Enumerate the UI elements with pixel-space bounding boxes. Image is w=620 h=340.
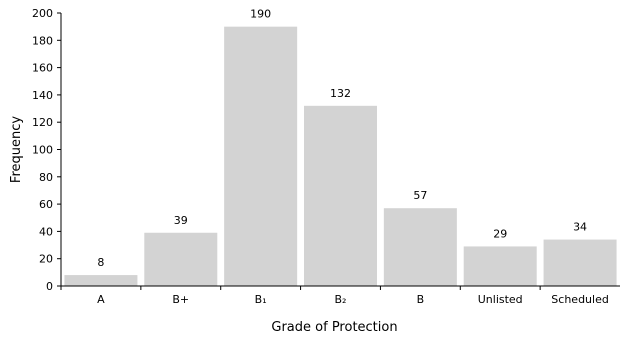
y-tick-label: 200 <box>32 7 53 20</box>
y-tick-label: 80 <box>39 171 53 184</box>
bar <box>224 26 298 287</box>
x-category-label: B₁ <box>255 293 267 306</box>
bar <box>383 208 457 286</box>
y-axis-ticks: 0 20 40 60 80 100 120 140 160 180 200 <box>32 7 61 293</box>
y-tick-label: 60 <box>39 198 53 211</box>
x-category-label: Unlisted <box>478 293 523 306</box>
x-category-label: Scheduled <box>551 293 609 306</box>
bar <box>64 275 138 286</box>
y-tick-label: 160 <box>32 62 53 75</box>
data-label: 8 <box>97 256 104 269</box>
y-axis-title: Frequency <box>9 116 24 183</box>
y-tick-label: 40 <box>39 225 53 238</box>
data-label: 190 <box>250 8 271 21</box>
data-label: 39 <box>174 214 188 227</box>
x-category-label: B <box>417 293 425 306</box>
bar <box>304 105 377 286</box>
data-label: 29 <box>493 227 507 240</box>
y-tick-label: 100 <box>32 144 53 157</box>
bar <box>463 246 537 286</box>
data-label: 34 <box>573 221 587 234</box>
y-tick-label: 0 <box>46 280 53 293</box>
y-tick-label: 120 <box>32 116 53 129</box>
x-axis-ticks: A B+ B₁ B₂ B Unlisted Scheduled <box>60 286 609 306</box>
x-category-label: A <box>97 293 105 306</box>
data-label: 57 <box>413 189 427 202</box>
bar <box>144 232 218 286</box>
x-category-label: B₂ <box>335 293 347 306</box>
x-category-label: B+ <box>172 293 189 306</box>
data-label: 132 <box>330 87 351 100</box>
bar <box>543 239 617 286</box>
y-tick-label: 180 <box>32 34 53 47</box>
bars: 8 39 190 132 57 29 34 <box>64 8 617 287</box>
y-tick-label: 20 <box>39 253 53 266</box>
x-axis-title: Grade of Protection <box>271 320 397 335</box>
y-tick-label: 140 <box>32 89 53 102</box>
